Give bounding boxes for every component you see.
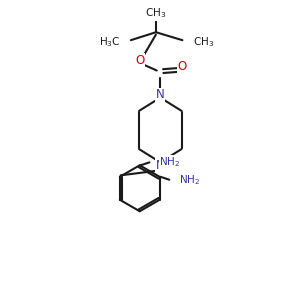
Text: CH$_3$: CH$_3$: [145, 6, 166, 20]
Text: NH$_2$: NH$_2$: [159, 155, 181, 169]
Text: O: O: [135, 54, 144, 67]
Text: N: N: [156, 159, 165, 172]
Text: N: N: [156, 88, 165, 101]
Text: O: O: [178, 60, 187, 73]
Text: NH$_2$: NH$_2$: [179, 173, 200, 187]
Text: H$_3$C: H$_3$C: [99, 36, 121, 50]
Text: CH$_3$: CH$_3$: [193, 36, 214, 50]
